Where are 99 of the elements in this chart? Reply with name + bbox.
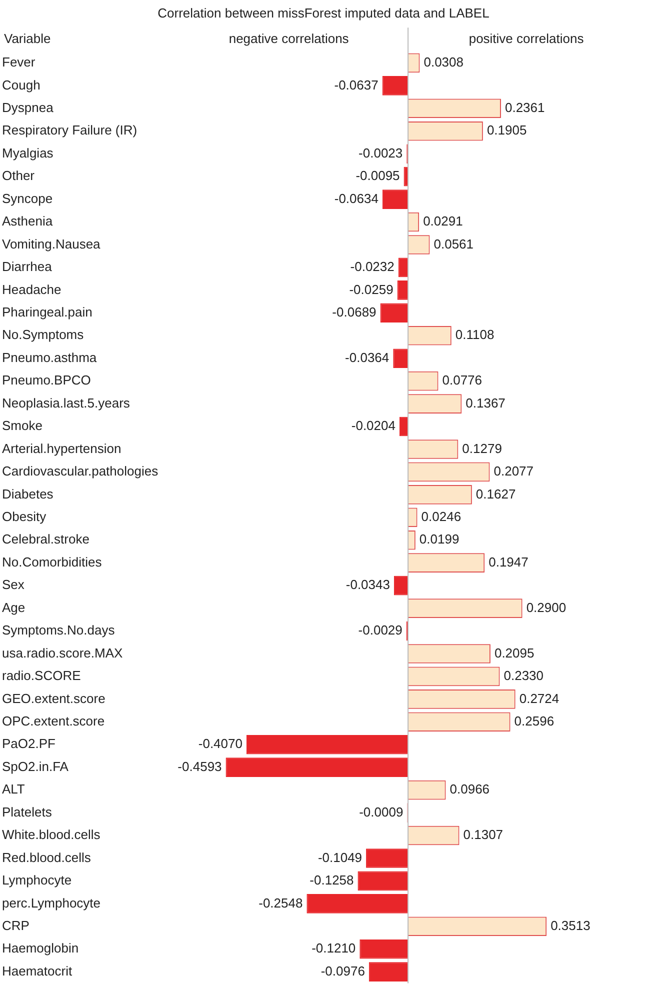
y-tick-label: Syncope xyxy=(2,190,53,206)
data-label: 0.1307 xyxy=(463,827,504,842)
y-tick-label: Haematocrit xyxy=(2,963,72,978)
data-label: 0.0966 xyxy=(450,782,490,797)
y-tick-label: Age xyxy=(2,600,26,615)
bar xyxy=(226,758,408,777)
data-label: 0.2095 xyxy=(494,645,534,660)
data-label: -0.0095 xyxy=(356,168,400,184)
y-tick-label: Asthenia xyxy=(2,214,54,229)
bar xyxy=(306,894,408,914)
y-tick-label: Symptoms.No.days xyxy=(2,622,116,638)
y-tick-label: Arterial.hypertension xyxy=(2,440,122,456)
y-tick-label: Pneumo.asthma xyxy=(2,350,98,365)
data-label: 0.2077 xyxy=(494,464,534,479)
text: Variable xyxy=(4,31,51,46)
y-tick-label: No.Comorbidities xyxy=(2,554,102,570)
data-label: -0.1210 xyxy=(312,940,356,956)
data-label: -0.4593 xyxy=(178,758,222,774)
y-tick-label: usa.radio.score.MAX xyxy=(2,645,123,660)
data-label: -0.0364 xyxy=(345,350,390,365)
y-tick-label: CRP xyxy=(2,918,30,933)
bar xyxy=(368,962,408,982)
y-tick-label: Other xyxy=(2,168,36,184)
bar xyxy=(380,303,408,323)
data-label: 0.1279 xyxy=(462,440,502,456)
bar xyxy=(382,190,408,209)
y-tick-label: Lymphocyte xyxy=(2,872,72,888)
bar xyxy=(397,280,408,300)
data-label: -0.1049 xyxy=(318,850,362,865)
bar xyxy=(358,871,408,891)
data-label: -0.0029 xyxy=(358,622,402,638)
data-label: 0.2361 xyxy=(504,100,545,115)
y-tick-label: White.blood.cells xyxy=(2,827,101,842)
y-tick-label: Vomiting.Nausea xyxy=(2,236,102,252)
data-label: -0.0637 xyxy=(334,77,378,92)
data-label: -0.1258 xyxy=(310,872,354,888)
y-tick-label: Respiratory Failure (IR) xyxy=(2,122,138,138)
y-tick-label: Sex xyxy=(2,577,25,592)
data-label: 0.1627 xyxy=(476,486,516,502)
chart-title: Correlation between missForest imputed data and LABEL xyxy=(158,5,490,20)
y-tick-label: Haemoglobin xyxy=(2,940,79,956)
bar xyxy=(399,416,408,436)
data-label: 0.2900 xyxy=(526,600,566,615)
data-label: 0.2724 xyxy=(519,690,560,706)
y-tick-label: Myalgias xyxy=(2,145,54,160)
y-tick-label: Headache xyxy=(2,282,62,297)
data-label: -0.0204 xyxy=(351,418,396,434)
data-label: -0.0976 xyxy=(320,963,365,978)
data-label: 0.3513 xyxy=(550,918,590,933)
data-label: -0.4070 xyxy=(198,736,242,752)
data-label: -0.0689 xyxy=(332,304,376,320)
y-tick-label: Cardiovascular.pathologies xyxy=(2,464,159,479)
bar xyxy=(398,258,408,278)
data-label: -0.0634 xyxy=(334,190,378,206)
bar xyxy=(366,848,408,868)
y-tick-label: perc.Lymphocyte xyxy=(2,895,101,910)
annotation: negative correlations xyxy=(228,31,350,46)
y-tick-label: Dyspnea xyxy=(2,100,54,115)
y-tick-label: Fever xyxy=(2,54,36,70)
y-tick-label: Platelets xyxy=(2,804,52,820)
y-tick-label: PaO2.PF xyxy=(2,736,56,752)
y-tick-label: No.Symptoms xyxy=(2,327,84,342)
y-tick-label: OPC.extent.score xyxy=(2,713,105,728)
data-label: 0.0308 xyxy=(424,54,464,70)
y-tick-label: ALT xyxy=(2,782,25,797)
bar xyxy=(246,734,408,754)
data-label: -0.0232 xyxy=(350,259,394,274)
data-label: 0.2330 xyxy=(504,668,544,684)
data-label: 0.1947 xyxy=(488,554,528,570)
y-tick-label: Diarrhea xyxy=(2,259,53,274)
y-tick-label: Celebral.stroke xyxy=(2,532,90,547)
annotation: positive correlations xyxy=(468,31,584,46)
y-tick-label: Pneumo.BPCO xyxy=(2,372,91,388)
y-tick-label: Pharingeal.pain xyxy=(2,304,92,320)
data-label: -0.0259 xyxy=(349,282,394,297)
data-label: 0.0199 xyxy=(419,532,460,547)
data-label: 0.1367 xyxy=(466,395,506,410)
y-tick-label: Smoke xyxy=(2,418,42,434)
y-tick-label: Cough xyxy=(2,77,40,92)
y-tick-label: SpO2.in.FA xyxy=(2,758,69,774)
data-label: 0.0246 xyxy=(421,508,462,524)
data-label: 0.0561 xyxy=(434,236,474,252)
data-label: -0.0343 xyxy=(346,577,390,592)
bar xyxy=(382,76,408,96)
data-label: 0.1905 xyxy=(486,122,527,138)
data-label: -0.0023 xyxy=(358,145,403,160)
bar xyxy=(360,939,408,959)
y-tick-label: Neoplasia.last.5.years xyxy=(2,395,130,410)
data-label: 0.2596 xyxy=(514,713,554,728)
y-tick-label: radio.SCORE xyxy=(2,668,82,684)
data-label: -0.0009 xyxy=(359,804,404,820)
data-label: 0.1108 xyxy=(455,327,494,342)
y-tick-label: Obesity xyxy=(2,508,47,524)
data-label: 0.0776 xyxy=(442,372,482,388)
y-tick-label: GEO.extent.score xyxy=(2,690,106,706)
data-label: 0.0291 xyxy=(423,214,463,229)
y-tick-label: Red.blood.cells xyxy=(2,850,92,865)
data-label: -0.2548 xyxy=(258,895,303,910)
y-tick-label: Diabetes xyxy=(2,486,54,502)
